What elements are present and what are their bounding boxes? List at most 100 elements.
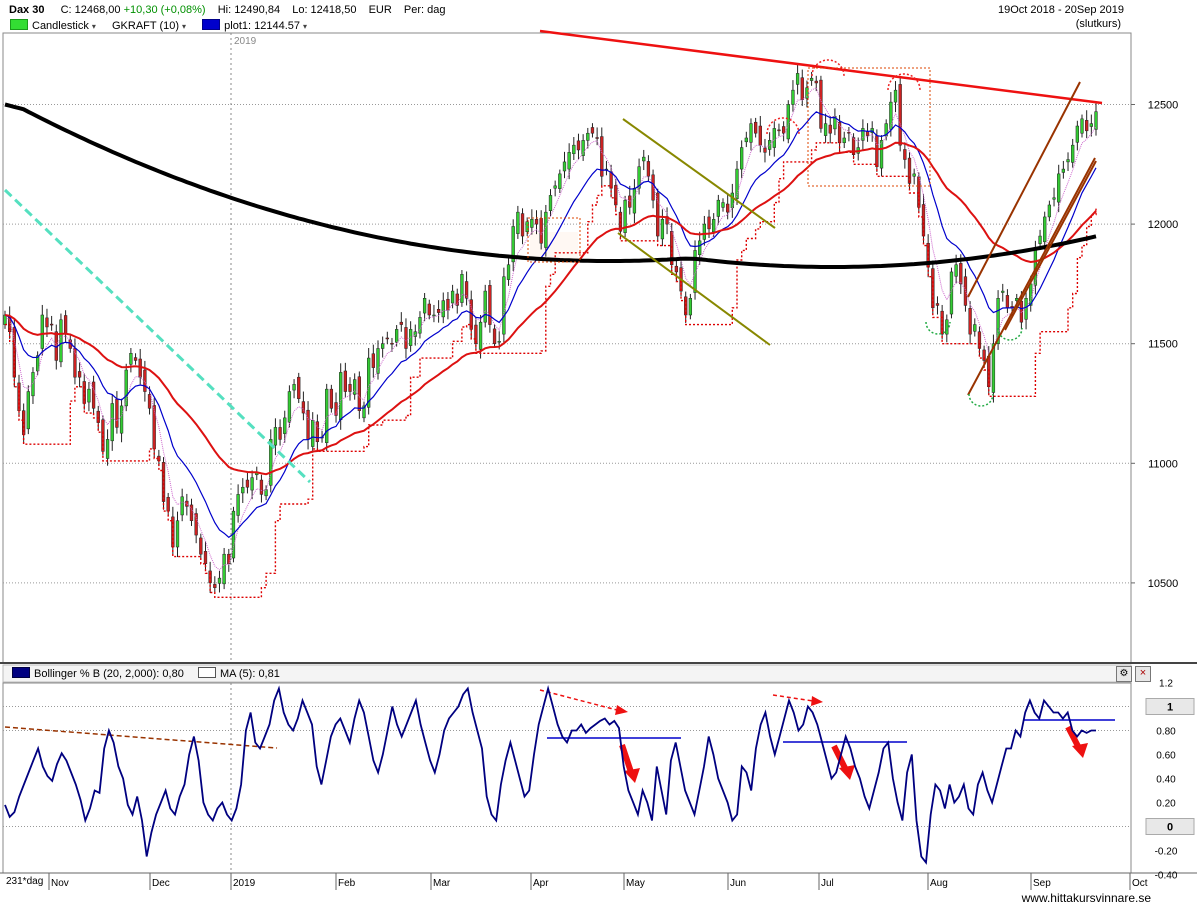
- legend-item-candlestick[interactable]: Candlestick ▾: [10, 19, 99, 32]
- candle-down: [576, 140, 581, 151]
- candle-up: [175, 520, 180, 548]
- candle-up: [105, 439, 110, 459]
- candle-down: [436, 309, 441, 313]
- candle-up: [823, 123, 828, 136]
- candle-down: [166, 497, 170, 512]
- candle-down: [404, 327, 408, 349]
- watermark: www.hittakursvinnare.se: [1021, 891, 1151, 905]
- candle-up: [744, 137, 748, 143]
- candle-down: [726, 203, 730, 213]
- legend-item-gkraft[interactable]: GKRAFT (10) ▾: [112, 20, 187, 32]
- close-icon[interactable]: ×: [1135, 666, 1151, 682]
- candle-up: [413, 331, 417, 337]
- bb-tick-label: 0.60: [1156, 751, 1176, 762]
- candle-down: [199, 537, 203, 555]
- symbol-label: Dax 30: [9, 4, 45, 16]
- candle-up: [1089, 123, 1093, 127]
- candle-up: [1038, 235, 1042, 244]
- candle-up: [497, 341, 501, 343]
- legend-item-plot1[interactable]: plot1: 12144.57 ▾: [202, 19, 308, 32]
- candle-down: [674, 265, 679, 273]
- candle-down: [278, 427, 282, 440]
- bb-tick-label: 0.40: [1156, 775, 1176, 786]
- candle-up: [996, 298, 1000, 344]
- candle-up: [553, 185, 557, 189]
- bb-level-box: [1145, 698, 1195, 715]
- candle-down: [758, 125, 762, 146]
- candle-down: [185, 500, 189, 507]
- candle-up: [35, 355, 40, 372]
- candle-down: [935, 303, 940, 306]
- candle-down: [917, 176, 921, 208]
- candle-down: [875, 135, 879, 167]
- settings-icon[interactable]: ⚙: [1116, 666, 1132, 682]
- candle-down: [138, 358, 142, 378]
- candle-up: [1047, 204, 1052, 218]
- short-ma-line: [4, 87, 1097, 571]
- candle-up: [1001, 290, 1005, 293]
- candle-up: [572, 144, 576, 155]
- candle-up: [632, 187, 637, 214]
- info-line: Dax 30 C: 12468,00 +10,30 (+0,08%) Hi: 1…: [9, 4, 446, 16]
- candle-up: [418, 317, 422, 334]
- candle-down: [819, 79, 823, 129]
- plot1-line: [4, 111, 1097, 539]
- candle-down: [754, 121, 758, 134]
- candle-down: [1005, 295, 1010, 309]
- change-label: +10,30 (+0,08%): [123, 4, 206, 16]
- bb-tick-label: 0.20: [1156, 799, 1176, 810]
- candle-down: [600, 136, 604, 177]
- candle-down: [464, 281, 469, 299]
- candle-down: [143, 369, 147, 392]
- ma-label: MA (5): 0,81: [219, 668, 280, 680]
- candle-up: [749, 123, 753, 143]
- candle-down: [73, 348, 77, 378]
- candle-up: [716, 199, 720, 217]
- candle-up: [949, 271, 954, 315]
- candle-down: [474, 324, 478, 344]
- candle-up: [325, 388, 329, 443]
- candle-up: [394, 329, 399, 343]
- candle-up: [688, 298, 693, 316]
- candle-down: [147, 394, 152, 409]
- top-marker-arc: [811, 59, 845, 77]
- candle-up: [973, 324, 977, 332]
- bar-count-label: 231*dag: [6, 876, 44, 887]
- candle-up: [889, 101, 893, 130]
- candle-up: [791, 89, 795, 105]
- month-tick-label: 2019: [233, 878, 256, 889]
- top-marker-arc: [766, 117, 800, 135]
- candle-down: [371, 353, 375, 368]
- candle-up: [40, 314, 44, 349]
- candle-down: [306, 409, 310, 440]
- down-arrow-icon: [839, 765, 855, 780]
- candle-up: [110, 403, 114, 442]
- candle-down: [590, 127, 595, 134]
- bb-trendline: [4, 726, 278, 749]
- month-tick-label: Jun: [730, 878, 746, 889]
- candle-up: [432, 314, 436, 317]
- candle-up: [861, 128, 865, 141]
- candle-down: [315, 421, 320, 443]
- bb-level-box: [1145, 818, 1195, 835]
- candle-down: [245, 479, 250, 488]
- candle-up: [945, 319, 949, 335]
- candle-up: [311, 419, 315, 447]
- chevron-down-icon[interactable]: ▾: [182, 22, 187, 31]
- candle-down: [213, 584, 217, 588]
- candle-down: [427, 303, 431, 316]
- chevron-down-icon[interactable]: ▾: [91, 22, 96, 31]
- chevron-down-icon[interactable]: ▾: [303, 22, 308, 31]
- candle-up: [460, 274, 464, 303]
- year-marker-label: 2019: [234, 36, 257, 47]
- price-tick-label: 12000: [1148, 219, 1179, 231]
- currency-label: EUR: [368, 4, 392, 16]
- arrow-head-icon: [811, 696, 823, 706]
- candle-down: [763, 147, 767, 153]
- price-tick-label: 11500: [1148, 339, 1178, 351]
- candle-up: [222, 553, 226, 585]
- candle-up: [250, 477, 254, 491]
- candle-up: [353, 379, 357, 395]
- candle-up: [31, 372, 35, 397]
